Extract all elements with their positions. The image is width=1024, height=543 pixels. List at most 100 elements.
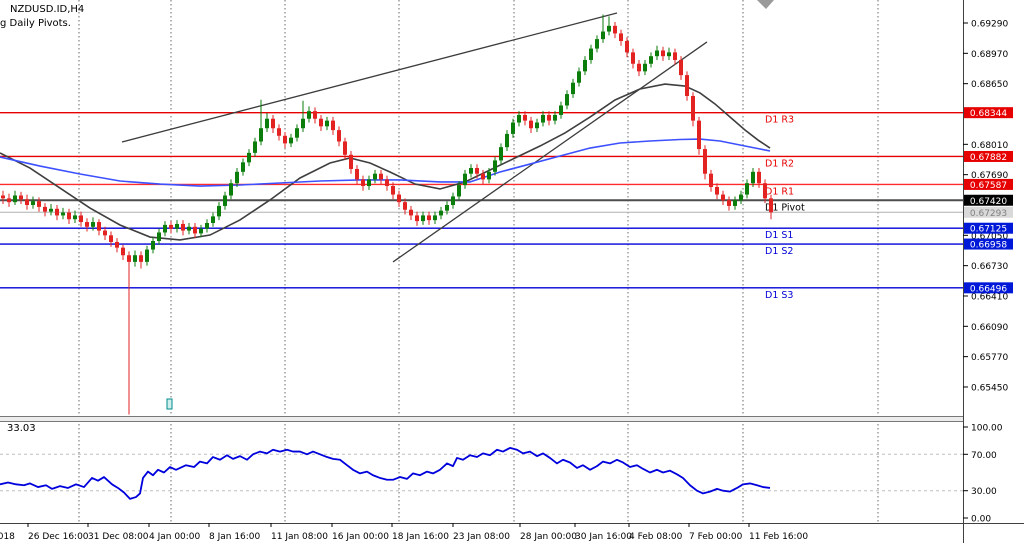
candle-up	[745, 183, 749, 195]
candle-down	[361, 179, 365, 187]
candle-up	[541, 114, 545, 123]
pivot-label: D1 S1	[765, 230, 793, 241]
pivot-label: D1 Pivot	[765, 202, 805, 213]
candle-down	[721, 194, 725, 201]
candle-down	[523, 114, 527, 121]
pivot-label: D1 S3	[765, 290, 793, 301]
candle-up	[217, 205, 221, 217]
time-tick-label: 23 Jan 08:00	[453, 532, 510, 542]
main-chart-pane[interactable]	[0, 0, 963, 416]
candle-down	[397, 194, 401, 203]
candle-up	[13, 195, 17, 203]
candle-down	[427, 215, 431, 221]
rsi-axis-label: 70.00	[971, 451, 997, 461]
candle-up	[73, 215, 77, 220]
price-tick-label: 0.66410	[971, 292, 1008, 302]
candle-down	[757, 171, 761, 184]
candle-up	[211, 216, 215, 223]
candle-up	[187, 226, 191, 231]
price-badge-label: 0.67587	[970, 181, 1007, 191]
price-badge	[964, 206, 1013, 218]
rsi-line	[0, 447, 771, 500]
candle-up	[751, 171, 755, 184]
candle-down	[481, 173, 485, 180]
price-tick-label: 0.67690	[971, 171, 1008, 181]
candle-down	[43, 206, 47, 212]
time-axis-area[interactable]	[0, 523, 963, 543]
candle-up	[247, 152, 251, 163]
candle-up	[739, 194, 743, 201]
candle-up	[469, 168, 473, 174]
candle-down	[343, 141, 347, 155]
candle-down	[691, 95, 695, 121]
candle-down	[769, 198, 773, 213]
candle-down	[169, 224, 173, 229]
price-axis-bg[interactable]	[963, 0, 1024, 543]
rsi-axis-label: 30.00	[971, 487, 997, 497]
time-tick-label: 4 Jan 00:00	[149, 532, 201, 542]
candle-down	[637, 63, 641, 72]
time-tick-label: 11 Feb 16:00	[749, 532, 808, 542]
price-badge	[964, 238, 1013, 250]
candle-down	[391, 186, 395, 195]
candle-up	[487, 171, 491, 180]
price-badge	[964, 282, 1013, 294]
candle-down	[7, 198, 11, 203]
rsi-current-value-label: 33.03	[7, 423, 36, 434]
candle-down	[115, 241, 119, 248]
time-tick-label: 18 Jan 16:00	[392, 532, 449, 542]
price-tick-label: 0.65450	[971, 383, 1008, 393]
candle-up	[517, 114, 521, 123]
pane-separator[interactable]	[0, 416, 1024, 422]
candle-down	[697, 120, 701, 150]
candle-up	[445, 204, 449, 211]
candle-down	[715, 186, 719, 195]
pivot-label: D1 S2	[765, 246, 793, 257]
candle-down	[679, 59, 683, 76]
pivot-label: D1 R1	[765, 186, 794, 197]
candle-up	[499, 147, 503, 161]
candle-down	[1, 195, 5, 199]
candle-down	[313, 111, 317, 119]
time-tick-label: 2018	[0, 532, 15, 542]
candle-up	[565, 94, 569, 106]
candle-up	[655, 50, 659, 57]
rsi-sub-pane[interactable]	[0, 422, 963, 523]
price-tick-label: 0.67050	[971, 232, 1008, 242]
candle-down	[331, 120, 335, 131]
time-tick-label: 4 Feb 08:00	[629, 532, 683, 542]
candle-up	[643, 63, 647, 72]
candle-down	[709, 173, 713, 187]
time-tick-label: 30 Jan 16:00	[575, 532, 632, 542]
candle-down	[181, 223, 185, 231]
candle-down	[19, 195, 23, 200]
candle-down	[409, 209, 413, 216]
candle-up	[307, 111, 311, 119]
price-badge-label: 0.67293	[970, 209, 1007, 219]
time-tick-label: 31 Dec 08:00	[88, 532, 149, 542]
candle-up	[559, 105, 563, 115]
price-tick-label: 0.68970	[971, 50, 1008, 60]
candle-up	[577, 71, 581, 83]
candle-down	[79, 215, 83, 223]
candle-up	[49, 208, 53, 212]
rsi-axis-label: 0.00	[971, 515, 991, 525]
candle-up	[157, 232, 161, 242]
candle-down	[283, 135, 287, 144]
price-tick-label: 0.66090	[971, 323, 1008, 333]
price-badge-label: 0.66958	[970, 241, 1007, 251]
candle-up	[145, 249, 149, 262]
candle-up	[253, 141, 257, 153]
price-tick-label: 0.68010	[971, 141, 1008, 151]
candle-down	[55, 208, 59, 216]
candle-up	[31, 201, 35, 205]
candle-up	[295, 128, 299, 138]
time-tick-label: 8 Jan 16:00	[209, 532, 261, 542]
candle-down	[763, 183, 767, 199]
candle-up	[91, 222, 95, 227]
candle-up	[223, 195, 227, 206]
trendline	[392, 41, 708, 263]
candle-down	[547, 114, 551, 121]
price-badge	[964, 178, 1013, 190]
price-tick-label: 0.66730	[971, 262, 1008, 272]
